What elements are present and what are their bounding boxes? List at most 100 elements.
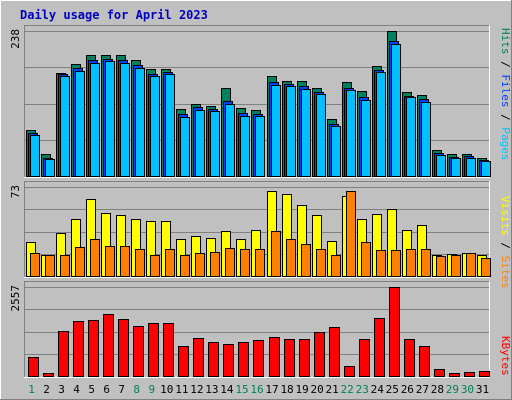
bar-kbytes-day-2 (43, 373, 54, 377)
bar-pages-day-17 (271, 85, 281, 177)
bar-pages-day-14 (225, 104, 235, 177)
x-tick-label-4: 4 (73, 383, 80, 396)
bar-pages-day-4 (75, 71, 85, 177)
bar-kbytes-day-24 (374, 318, 385, 377)
legend-item-visits: Visits (499, 196, 512, 236)
x-tick-label-28: 28 (431, 383, 444, 396)
legend-separator: / (499, 108, 512, 128)
x-tick-label-5: 5 (88, 383, 95, 396)
bar-pages-day-22 (346, 90, 356, 177)
bar-sites-day-3 (60, 255, 70, 277)
bar-kbytes-day-23 (359, 339, 370, 377)
x-tick-label-8: 8 (133, 383, 140, 396)
bar-kbytes-day-9 (148, 323, 159, 377)
x-tick-label-21: 21 (326, 383, 339, 396)
x-tick-label-3: 3 (58, 383, 65, 396)
bar-kbytes-day-31 (479, 371, 490, 377)
bar-sites-day-1 (30, 253, 40, 277)
panel-visits-sites: 73 Visits / Sites (9, 181, 512, 289)
y-max-label: 73 (9, 185, 22, 198)
legend-item-sites: Sites (499, 256, 512, 289)
bar-pages-day-16 (255, 116, 265, 177)
bar-pages-day-27 (421, 102, 431, 177)
bar-kbytes-day-10 (163, 323, 174, 377)
bar-sites-day-14 (225, 248, 235, 277)
bar-pages-day-26 (406, 97, 416, 177)
x-tick-label-31: 31 (476, 383, 489, 396)
bar-sites-day-27 (421, 249, 431, 277)
bar-sites-day-7 (120, 246, 130, 277)
bar-pages-day-7 (120, 63, 130, 177)
bar-kbytes-day-16 (253, 340, 264, 377)
bar-pages-day-3 (60, 76, 70, 177)
x-tick-label-19: 19 (295, 383, 308, 396)
bar-pages-day-8 (135, 68, 145, 177)
bar-kbytes-day-22 (344, 366, 355, 377)
x-tick-label-6: 6 (103, 383, 110, 396)
bar-kbytes-day-21 (329, 327, 340, 377)
bar-pages-day-23 (361, 100, 371, 177)
bar-sites-day-11 (180, 255, 190, 277)
x-tick-label-14: 14 (220, 383, 234, 396)
bar-kbytes-day-7 (118, 319, 129, 377)
bar-kbytes-day-27 (419, 346, 430, 377)
x-tick-label-11: 11 (175, 383, 188, 396)
x-tick-label-23: 23 (356, 383, 369, 396)
bar-sites-day-31 (481, 258, 491, 277)
x-tick-label-20: 20 (311, 383, 324, 396)
x-tick-label-29: 29 (446, 383, 459, 396)
bar-pages-day-24 (376, 72, 386, 177)
x-tick-label-7: 7 (118, 383, 125, 396)
bar-sites-day-6 (105, 246, 115, 277)
bar-kbytes-day-29 (449, 373, 460, 377)
bar-sites-day-5 (90, 239, 100, 277)
legend-hits-files-pages: Hits / Files / Pages (499, 28, 512, 161)
legend-visits-sites: Visits / Sites (499, 196, 512, 289)
bar-sites-day-16 (255, 249, 265, 277)
bar-sites-day-10 (165, 249, 175, 277)
y-max-label: 238 (9, 29, 22, 49)
y-max-label: 2557 (9, 285, 22, 312)
legend-separator: / (499, 55, 512, 75)
legend-kbytes: KBytes (499, 336, 512, 376)
bar-kbytes-day-12 (193, 338, 204, 377)
bar-pages-day-25 (391, 44, 401, 177)
x-tick-label-10: 10 (160, 383, 173, 396)
bar-kbytes-day-14 (223, 344, 234, 377)
bar-sites-day-29 (451, 255, 461, 277)
bar-pages-day-6 (105, 61, 115, 177)
legend-item-files: Files (499, 74, 512, 107)
legend-item-kbytes: KBytes (499, 336, 512, 376)
bar-sites-day-23 (361, 242, 371, 277)
bar-pages-day-2 (45, 159, 55, 177)
bar-sites-day-2 (45, 255, 55, 277)
bar-sites-day-20 (316, 249, 326, 277)
panel-hits-files-pages: 238 Hits / Files / Pages (9, 25, 512, 178)
bar-sites-day-26 (406, 249, 416, 277)
bar-kbytes-day-25 (389, 287, 400, 377)
x-tick-label-27: 27 (416, 383, 429, 396)
bar-pages-day-20 (316, 94, 326, 177)
x-tick-label-18: 18 (280, 383, 293, 396)
bar-sites-day-22 (346, 191, 356, 277)
bar-pages-day-1 (30, 135, 40, 177)
bar-kbytes-day-11 (178, 346, 189, 377)
x-tick-label-12: 12 (190, 383, 203, 396)
bar-pages-day-10 (165, 74, 175, 177)
bar-kbytes-day-18 (284, 339, 295, 377)
bar-pages-day-5 (90, 63, 100, 177)
bar-pages-day-28 (436, 155, 446, 177)
bar-kbytes-day-8 (133, 326, 144, 377)
x-tick-label-15: 15 (235, 383, 248, 396)
panel-kbytes: 2557 KBytes (9, 281, 512, 378)
x-tick-label-25: 25 (386, 383, 399, 396)
chart-title: Daily usage for April 2023 (20, 8, 208, 22)
bar-sites-day-9 (150, 255, 160, 277)
bar-pages-day-30 (466, 158, 476, 177)
bar-pages-day-13 (210, 111, 220, 177)
x-tick-label-9: 9 (148, 383, 155, 396)
bar-pages-day-18 (286, 86, 296, 177)
bar-sites-day-17 (271, 231, 281, 277)
bar-pages-day-15 (240, 116, 250, 177)
bar-kbytes-day-20 (314, 332, 325, 377)
